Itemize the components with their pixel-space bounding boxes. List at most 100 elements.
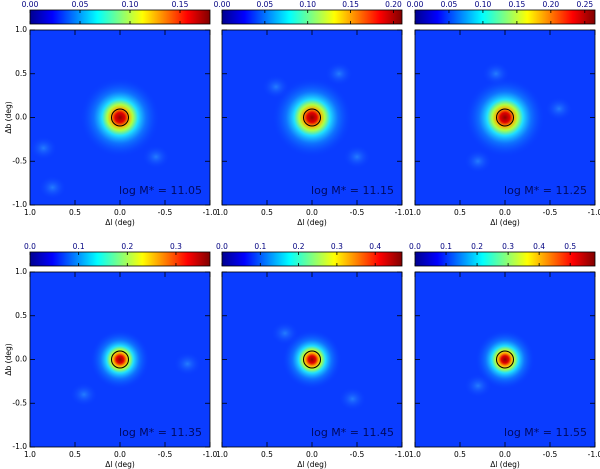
colorbar-tick-label: 0.05 [257,0,274,9]
x-tick-label: 0.0 [306,208,318,217]
y-tick-label: 0.5 [15,69,27,78]
colorbar-tick-label: 0.05 [441,0,458,9]
y-tick-label: 0.0 [15,113,27,122]
y-tick-label: 0.0 [15,355,27,364]
colorbar [29,251,211,267]
x-axis-label: Δl (deg) [490,460,520,469]
heatmap-feature [343,144,371,169]
x-axis-label: Δl (deg) [297,218,327,227]
x-axis-label: Δl (deg) [105,460,135,469]
panel-label: log M* = 11.45 [311,426,394,439]
colorbar-tick-label: 0.1 [440,242,452,251]
x-tick-label: -1.0 [395,450,410,459]
colorbar-tick-label: 0.3 [331,242,343,251]
x-tick-label: -0.5 [543,208,558,217]
y-axis-label: Δb (deg) [4,343,13,375]
panel-label: log M* = 11.05 [119,184,202,197]
heatmap-feature [325,61,353,86]
colorbar-tick-label: 0.15 [509,0,526,9]
x-tick-label: -0.5 [350,208,365,217]
x-tick-label: 0.0 [306,450,318,459]
y-tick-label: -0.5 [12,156,27,165]
colorbar-tick-label: 0.00 [214,0,231,9]
x-tick-label: 0.5 [454,208,466,217]
heatmap-feature [338,386,367,411]
colorbar-tick-label: 0.2 [293,242,305,251]
colorbar-tick-label: 0.4 [369,242,381,251]
colorbar-tick-label: 0.10 [122,0,139,9]
colorbar-tick-label: 0.15 [342,0,359,9]
x-tick-label: -0.5 [158,208,173,217]
colorbar-tick-label: 0.20 [542,0,559,9]
x-tick-label: 0.5 [69,208,81,217]
colorbar [221,251,403,267]
colorbar-tick-label: 0.5 [564,242,576,251]
heatmap-feature [173,351,202,376]
colorbar [221,9,403,25]
x-tick-label: -1.0 [395,208,410,217]
heatmap-peak [272,77,352,158]
colorbar-tick-label: 0.25 [576,0,593,9]
heatmap-feature [545,96,573,121]
colorbar-tick-label: 0.1 [73,242,85,251]
x-tick-label: -1.0 [588,208,600,217]
x-tick-label: 0.0 [499,208,511,217]
x-tick-label: -1.0 [588,450,600,459]
heatmap-peak [475,329,535,390]
x-tick-label: 0.5 [261,450,273,459]
aperture-circle [111,350,129,369]
colorbar-tick-label: 0.0 [409,242,421,251]
x-tick-label: 1.0 [216,208,228,217]
colorbar-tick-label: 0.05 [72,0,89,9]
x-tick-label: 0.5 [261,208,273,217]
colorbar-tick-label: 0.0 [216,242,228,251]
heatmap-feature [70,382,98,407]
x-tick-label: 1.0 [24,450,36,459]
colorbar [414,9,596,25]
colorbar-tick-label: 0.00 [407,0,424,9]
x-tick-label: -0.5 [543,450,558,459]
colorbar-tick-label: 0.3 [170,242,182,251]
x-tick-label: 0.0 [499,450,511,459]
y-axis-label: Δb (deg) [4,101,13,133]
y-tick-label: 1.0 [15,25,27,34]
x-tick-label: -1.0 [203,208,218,217]
y-tick-label: -0.5 [12,398,27,407]
heatmap-peak [90,329,150,390]
colorbar-tick-label: 0.0 [24,242,36,251]
heatmap-feature [464,149,492,174]
colorbar-tick-label: 0.4 [533,242,545,251]
panel-label: log M* = 11.55 [504,426,587,439]
colorbar-tick-label: 0.00 [22,0,39,9]
aperture-circle [111,108,129,127]
heatmap-feature [29,136,58,161]
x-tick-label: 0.0 [114,208,126,217]
x-axis-label: Δl (deg) [105,218,135,227]
x-tick-label: 1.0 [409,208,421,217]
heatmap-peak [80,77,160,158]
heatmap-feature [38,175,67,200]
x-tick-label: 1.0 [216,450,228,459]
y-tick-label: 1.0 [15,267,27,276]
x-tick-label: 0.0 [114,450,126,459]
colorbar-tick-label: 0.20 [385,0,402,9]
aperture-circle [303,108,321,127]
x-tick-label: 1.0 [409,450,421,459]
heatmap-feature [142,144,170,169]
colorbar-tick-label: 0.2 [471,242,483,251]
aperture-circle [496,350,514,369]
y-tick-label: -1.0 [12,200,27,209]
heatmap-peak [465,77,545,158]
colorbar-tick-label: 0.1 [254,242,266,251]
colorbar-tick-label: 0.10 [299,0,316,9]
colorbar [414,251,596,267]
panel-label: log M* = 11.15 [311,184,394,197]
x-axis-label: Δl (deg) [297,460,327,469]
x-tick-label: -0.5 [158,450,173,459]
x-axis-label: Δl (deg) [490,218,520,227]
x-tick-label: 0.5 [454,450,466,459]
colorbar-tick-label: 0.15 [172,0,189,9]
x-tick-label: -1.0 [203,450,218,459]
x-tick-label: 1.0 [24,208,36,217]
aperture-circle [303,350,321,369]
